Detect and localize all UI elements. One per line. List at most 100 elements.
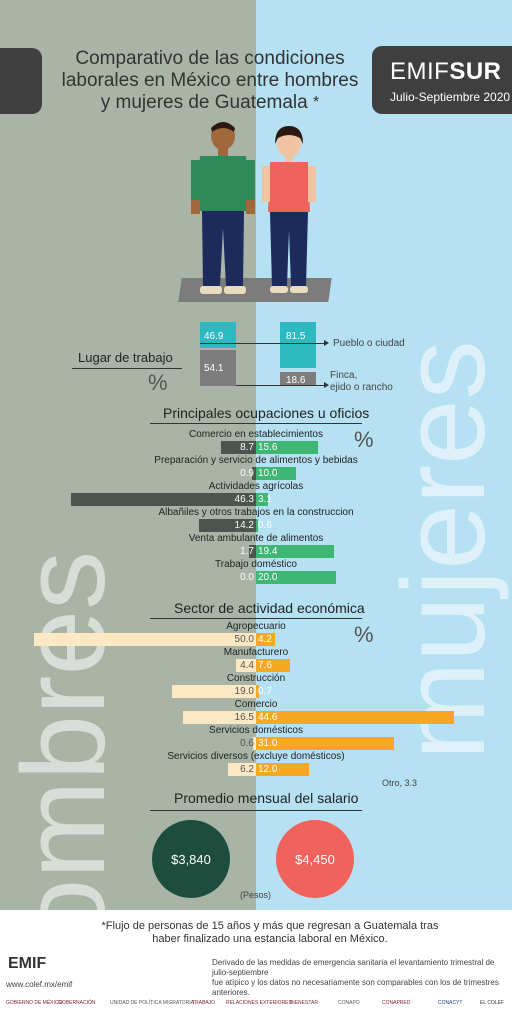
- chart-title: Principales ocupaciones u oficios: [163, 405, 370, 421]
- women-value-label: 15.6: [258, 442, 278, 453]
- salary-unit: (Pesos): [240, 890, 272, 900]
- women-finca-bar: [280, 372, 316, 386]
- chart-percent-symbol: %: [354, 427, 374, 452]
- men-bar: [253, 737, 256, 750]
- men-bar: [221, 441, 256, 454]
- women-bar: [256, 633, 275, 646]
- partner-logo: CONACYT: [438, 1000, 463, 1006]
- partner-logo: RELACIONES EXTERIORES: [226, 1000, 292, 1006]
- chart-title: Sector de actividad económica: [174, 600, 365, 616]
- men-bar: [228, 763, 256, 776]
- partner-logo: GOBERNACIÓN: [58, 1000, 96, 1006]
- otro-annotation: Otro, 3.3: [382, 778, 418, 788]
- men-bar: [182, 711, 256, 724]
- partner-logo: GOBIERNO DE MÉXICO: [6, 1000, 63, 1006]
- women-value-label: 19.4: [258, 546, 278, 557]
- women-pueblo-value: 81.5: [286, 331, 306, 342]
- category-label: Albañiles y otros trabajos en la constru…: [158, 507, 354, 518]
- finca-label-2: ejido o rancho: [330, 382, 393, 393]
- pueblo-arrowhead-icon: [324, 340, 329, 346]
- lugar-title: Lugar de trabajo: [78, 350, 173, 365]
- women-pueblo-bar: [280, 322, 316, 368]
- men-bar: [252, 467, 256, 480]
- partner-logo: EL COLEF: [480, 1000, 504, 1006]
- men-value-label: 50.0: [234, 634, 254, 645]
- partner-logo: CONAPO: [338, 1000, 360, 1006]
- men-value-label: 14.2: [234, 520, 254, 531]
- men-bar: [70, 493, 256, 506]
- men-value-label: 16.5: [234, 712, 254, 723]
- category-label: Trabajo doméstico: [215, 559, 297, 570]
- category-label: Construcción: [226, 673, 286, 684]
- lugar-rule: [72, 368, 182, 369]
- women-salary-circle: $4,450: [276, 820, 354, 898]
- brand-box: EMIFSUR Julio-Septiembre 2020: [372, 46, 512, 114]
- header-tab: [0, 48, 42, 114]
- women-bar: [256, 763, 310, 776]
- men-bar: [236, 659, 256, 672]
- footer-background: [0, 910, 512, 1024]
- women-value-label: 4.2: [258, 634, 272, 645]
- men-background: [0, 0, 256, 910]
- men-value-label: 0.0: [240, 572, 254, 583]
- men-value-label: 4.4: [240, 660, 254, 671]
- finca-arrow: [236, 385, 326, 386]
- women-bar: [256, 493, 269, 506]
- finca-arrowhead-icon: [324, 382, 329, 388]
- men-value-label: 8.7: [240, 442, 254, 453]
- women-value-label: 10.0: [258, 468, 278, 479]
- category-label: Venta ambulante de alimentos: [188, 533, 324, 544]
- men-value-label: 0.9: [240, 468, 254, 479]
- men-bar: [34, 633, 256, 646]
- salary-title: Promedio mensual del salario: [174, 790, 359, 806]
- women-value-label: 0.7: [258, 686, 272, 697]
- category-label: Servicios diversos (excluye domésticos): [167, 751, 345, 762]
- category-label: Comercio en establecimientos: [189, 429, 323, 440]
- women-value-label: 0.6: [258, 520, 272, 531]
- women-bar: [256, 737, 394, 750]
- chart-percent-symbol: %: [354, 622, 374, 647]
- women-value-label: 3.1: [258, 494, 272, 505]
- chart-title-rule: [150, 423, 362, 424]
- women-bar: [256, 659, 290, 672]
- women-value-label: 31.0: [258, 738, 278, 749]
- finca-label-1: Finca,: [330, 370, 358, 381]
- women-value-label: 20.0: [258, 572, 278, 583]
- category-label: Manufacturero: [223, 647, 289, 658]
- emif-url[interactable]: www.colef.mx/emif: [6, 980, 73, 989]
- men-value-label: 0.6: [240, 738, 254, 749]
- women-value-label: 7.6: [258, 660, 272, 671]
- men-value-label: 46.3: [234, 494, 254, 505]
- partner-logo: CONAPRED: [382, 1000, 411, 1006]
- category-label: Servicios domésticos: [209, 725, 303, 736]
- footnote: *Flujo de personas de 15 años y más que …: [101, 920, 439, 945]
- men-bar: [199, 519, 256, 532]
- category-label: Actividades agrícolas: [208, 481, 304, 492]
- disclaimer: Derivado de las medidas de emergencia sa…: [212, 958, 499, 997]
- brand-name: EMIFSUR: [390, 58, 502, 85]
- category-label: Preparación y servicio de alimentos y be…: [154, 455, 358, 466]
- men-bar: [249, 545, 256, 558]
- category-label: Comercio: [234, 699, 278, 710]
- salary-rule: [150, 810, 362, 811]
- woman-figure-icon: [258, 122, 320, 302]
- women-bar: [256, 685, 260, 698]
- women-bar: [256, 711, 455, 724]
- men-value-label: 19.0: [234, 686, 254, 697]
- women-value-label: 12.0: [258, 764, 278, 775]
- emif-logo: EMIF: [8, 955, 47, 972]
- men-salary-circle: $3,840: [152, 820, 230, 898]
- women-value-label: 44.6: [258, 712, 278, 723]
- partner-logo: UNIDAD DE POLÍTICA MIGRATORIA: [110, 1000, 194, 1006]
- brand-period: Julio-Septiembre 2020: [390, 90, 511, 104]
- partner-logo: BIENESTAR: [290, 1000, 318, 1006]
- women-bar: [256, 519, 259, 532]
- women-bar: [256, 545, 334, 558]
- women-bar: [256, 441, 319, 454]
- women-finca-value: 18.6: [286, 375, 306, 386]
- men-pueblo-value: 46.9: [204, 331, 224, 342]
- men-finca-bar: [200, 350, 236, 386]
- page-title: Comparativo de las condiciones laborales…: [61, 48, 359, 113]
- pueblo-label: Pueblo o ciudad: [333, 338, 405, 349]
- men-value-label: 1.7: [240, 546, 254, 557]
